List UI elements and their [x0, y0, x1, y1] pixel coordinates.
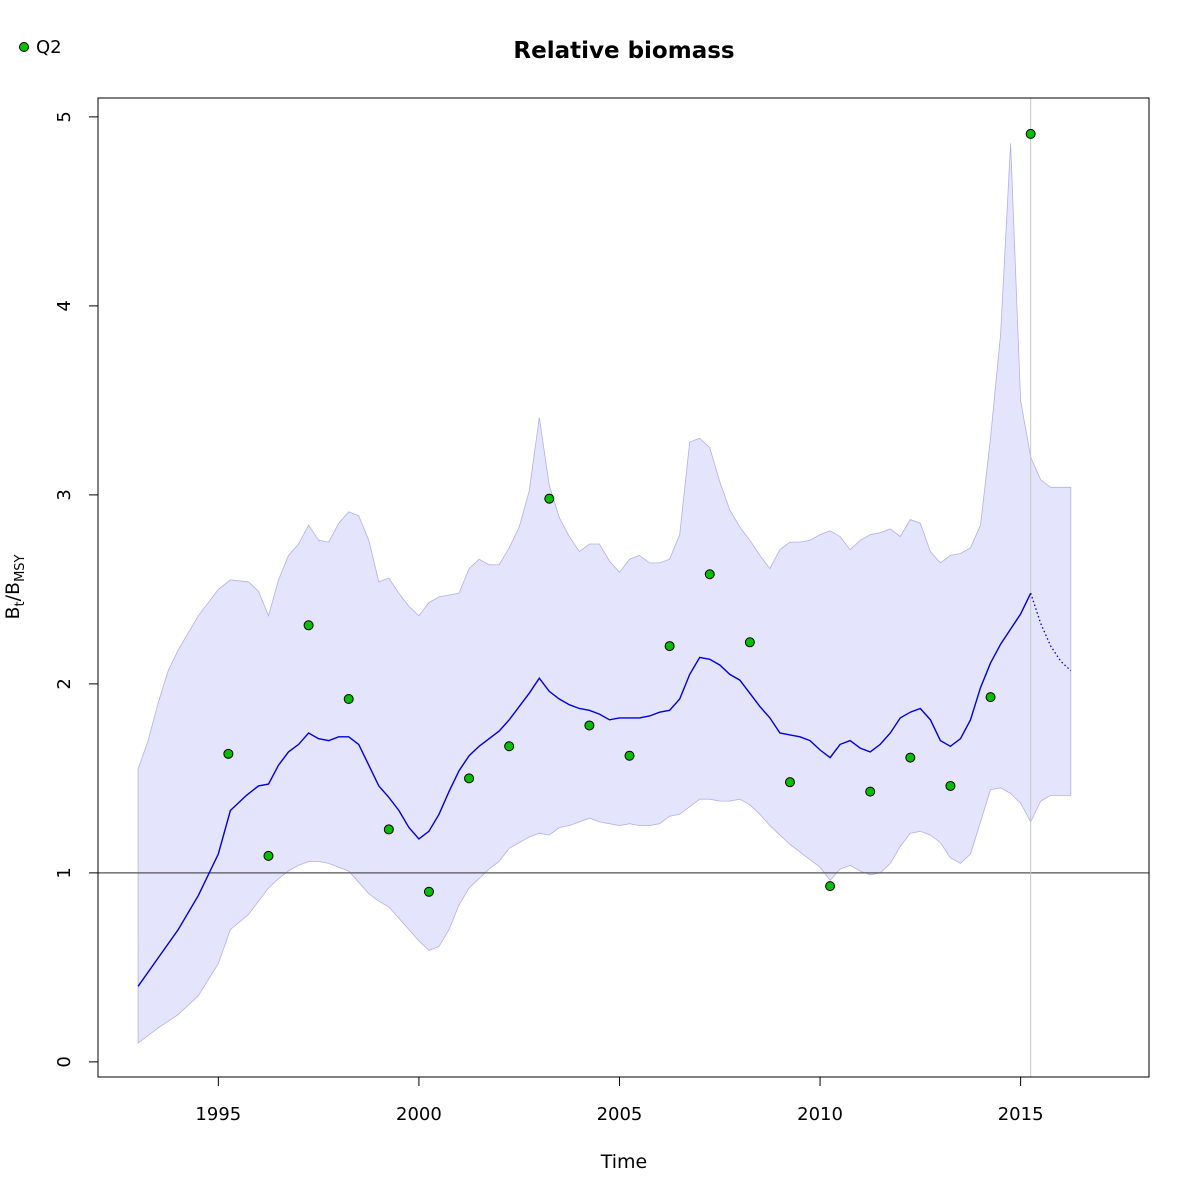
forecast-line: [1030, 592, 1072, 672]
x-tick-label: 2000: [396, 1104, 442, 1125]
observation-point-q2: [584, 720, 595, 731]
observation-point-q2: [825, 881, 836, 892]
x-tick-label: 1995: [195, 1104, 241, 1125]
x-tick-label: 2015: [998, 1104, 1044, 1125]
y-tick-label: 2: [54, 678, 75, 689]
y-tick-label: 4: [54, 300, 75, 311]
y-axis-title-sub-msy: MSY: [13, 554, 28, 581]
legend: Q2: [19, 37, 62, 58]
y-tick-label: 3: [54, 489, 75, 500]
observation-point-q2: [464, 773, 475, 784]
y-axis: 0 1 2 3 4 5: [54, 111, 98, 1068]
observation-point-q2: [263, 850, 274, 861]
observation-point-q2: [423, 886, 434, 897]
observation-point-q2: [504, 741, 515, 752]
observation-point-q2: [664, 641, 675, 652]
observation-point-q2: [383, 824, 394, 835]
observation-point-q2: [985, 692, 996, 703]
observation-point-q2: [905, 752, 916, 763]
observation-point-q2: [1025, 128, 1036, 139]
observation-point-q2: [784, 777, 795, 788]
x-axis: 1995 2000 2005 2010 2015: [195, 1077, 1044, 1125]
plot-frame: [97, 97, 1150, 1078]
y-axis-title: Bt/BMSY: [2, 554, 28, 619]
observation-point-q2: [704, 569, 715, 580]
observation-point-q2: [945, 780, 956, 791]
legend-label-q2: Q2: [36, 37, 62, 58]
x-tick-label: 2005: [597, 1104, 643, 1125]
y-tick-label: 5: [54, 111, 75, 122]
observation-point-q2: [223, 748, 234, 759]
x-tick-label: 2010: [797, 1104, 843, 1125]
median-biomass-line: [137, 592, 1032, 987]
chart-title: Relative biomass: [513, 38, 734, 64]
confidence-band: [137, 143, 1072, 1044]
observation-point-q2: [624, 750, 635, 761]
y-axis-title-sep: /B: [2, 582, 24, 601]
observation-point-q2: [303, 620, 314, 631]
observation-point-q2: [544, 493, 555, 504]
x-axis-title: Time: [600, 1151, 648, 1173]
y-tick-label: 1: [54, 867, 75, 878]
observation-point-q2: [343, 694, 354, 705]
y-axis-title-b: B: [2, 606, 24, 619]
y-tick-label: 0: [54, 1056, 75, 1067]
observation-point-q2: [744, 637, 755, 648]
plot-area: [98, 98, 1149, 1077]
observation-point-q2: [865, 786, 876, 797]
legend-marker-q2: [19, 42, 29, 52]
y-axis-title-sub-t: t: [13, 601, 28, 606]
